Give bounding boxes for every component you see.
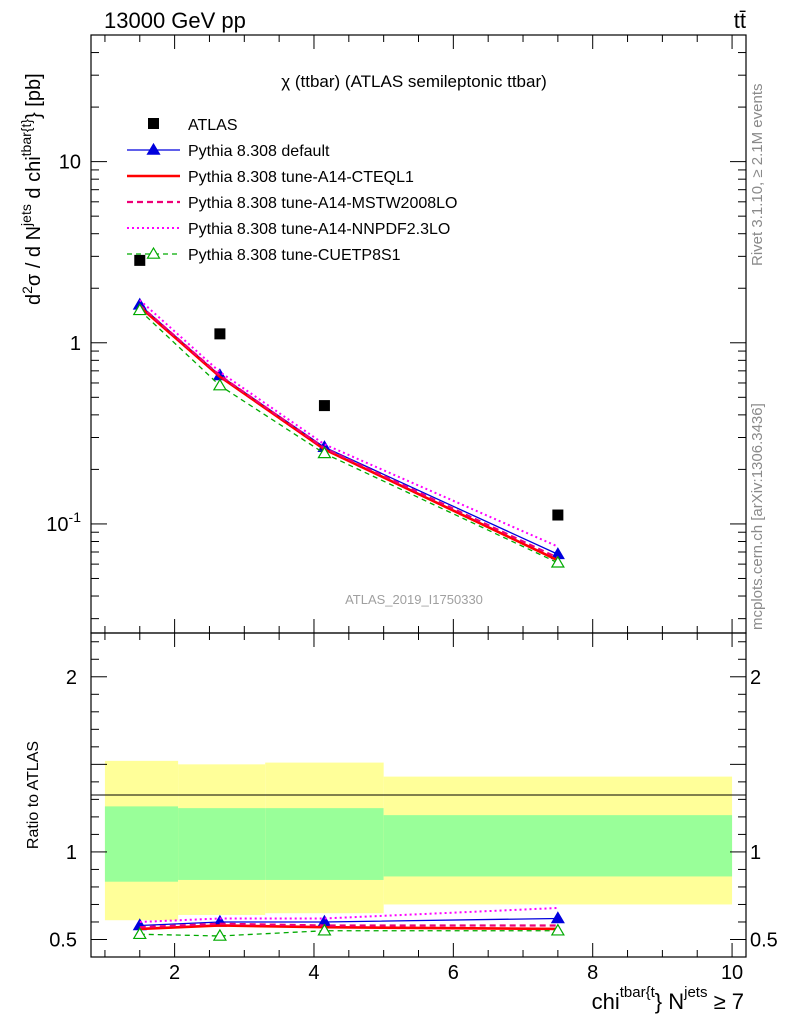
main-plot-content xyxy=(132,254,565,568)
ratio-y-axis-label: Ratio to ATLAS xyxy=(25,741,42,849)
legend-marker xyxy=(146,246,161,259)
rivet-label: Rivet 3.1.10, ≥ 2.1M events xyxy=(749,84,766,267)
ratio-marker xyxy=(212,928,227,941)
ratio-y-tick-label: 1 xyxy=(66,842,77,864)
ratio-plot-ticks xyxy=(91,633,746,958)
main-y-tick-labels: 10-1 1 10 xyxy=(46,152,81,536)
ratio-marker xyxy=(550,923,565,936)
ratio-y-tick-labels: 0.5 0.5 1 1 2 2 xyxy=(49,667,778,952)
ratio-marker xyxy=(132,927,147,940)
main-y-tick-label: 10-1 xyxy=(46,509,81,536)
x-tick-label: 10 xyxy=(721,962,743,984)
ratio-line xyxy=(139,917,558,927)
legend-label: Pythia 8.308 default xyxy=(188,143,330,160)
main-plot-ticks xyxy=(91,34,746,633)
x-axis-label: chitbar{t} Njets ≥ 7 xyxy=(592,984,744,1014)
ratio-y-tick-label-right: 2 xyxy=(750,667,761,689)
x-tick-labels: 2 4 6 8 10 xyxy=(169,962,743,984)
band-green xyxy=(104,806,179,882)
main-y-axis-label: d2σ / d Njets d chitbar{t}} [pb] xyxy=(18,73,45,305)
series-line xyxy=(139,309,559,564)
x-tick-label: 8 xyxy=(587,962,598,984)
ratio-plot-panel: 0.5 0.5 1 1 2 2 2 4 6 8 10 Ratio to ATLAS chitbar… xyxy=(25,632,778,1014)
x-tick-label: 6 xyxy=(448,962,459,984)
series-line xyxy=(138,305,559,562)
series-line xyxy=(139,304,559,559)
x-tick-label: 4 xyxy=(308,962,319,984)
legend-label: Pythia 8.308 tune-CUETP8S1 xyxy=(188,247,401,264)
atlas-data-point xyxy=(214,328,226,340)
ratio-y-tick-label: 2 xyxy=(66,667,77,689)
uncertainty-bands xyxy=(104,760,733,921)
legend: ATLAS Pythia 8.308 default Pythia 8.308 tu… xyxy=(127,117,457,264)
ratio-line xyxy=(139,930,558,937)
atlas-data-point xyxy=(318,400,330,412)
legend-marker xyxy=(146,142,161,155)
ratio-line xyxy=(139,922,558,929)
ratio-marker xyxy=(550,911,565,924)
legend-label: Pythia 8.308 tune-A14-MSTW2008LO xyxy=(188,195,457,212)
main-y-tick-label: 10 xyxy=(59,152,81,174)
chart-title: χ (ttbar) (ATLAS semileptonic ttbar) xyxy=(281,72,547,91)
series-marker xyxy=(317,446,332,459)
legend-label: ATLAS xyxy=(188,117,238,134)
analysis-watermark: ATLAS_2019_I1750330 xyxy=(345,592,483,607)
atlas-data-point xyxy=(134,254,146,266)
legend-label: Pythia 8.308 tune-A14-NNPDF2.3LO xyxy=(188,221,450,238)
series-marker xyxy=(132,303,147,316)
atlas-data-point xyxy=(552,509,564,521)
ratio-line xyxy=(139,924,558,931)
series-marker xyxy=(550,555,565,568)
ratio-marker xyxy=(317,923,332,936)
ratio-y-tick-label-right: 0.5 xyxy=(750,929,778,951)
series-marker xyxy=(212,378,227,391)
band-green xyxy=(178,808,266,880)
mcplots-label: mcplots.cern.ch [arXiv:1306.3436] xyxy=(749,403,766,630)
ratio-plot-content xyxy=(132,906,565,941)
process-label: tt̄ xyxy=(734,8,746,33)
band-green xyxy=(265,808,384,880)
legend-label: Pythia 8.308 tune-A14-CTEQL1 xyxy=(188,169,414,186)
legend-marker xyxy=(148,118,159,129)
x-tick-label: 2 xyxy=(169,962,180,984)
ratio-line xyxy=(139,906,558,923)
main-y-tick-label: 1 xyxy=(70,333,81,355)
ratio-y-tick-label: 0.5 xyxy=(49,929,77,951)
ratio-y-tick-label-right: 1 xyxy=(750,842,761,864)
series-line xyxy=(139,304,559,555)
main-plot-panel: χ (ttbar) (ATLAS semileptonic ttbar) ATL… xyxy=(18,34,747,634)
band-green xyxy=(383,815,733,877)
energy-label: 13000 GeV pp xyxy=(104,8,246,33)
series-line xyxy=(139,299,559,548)
